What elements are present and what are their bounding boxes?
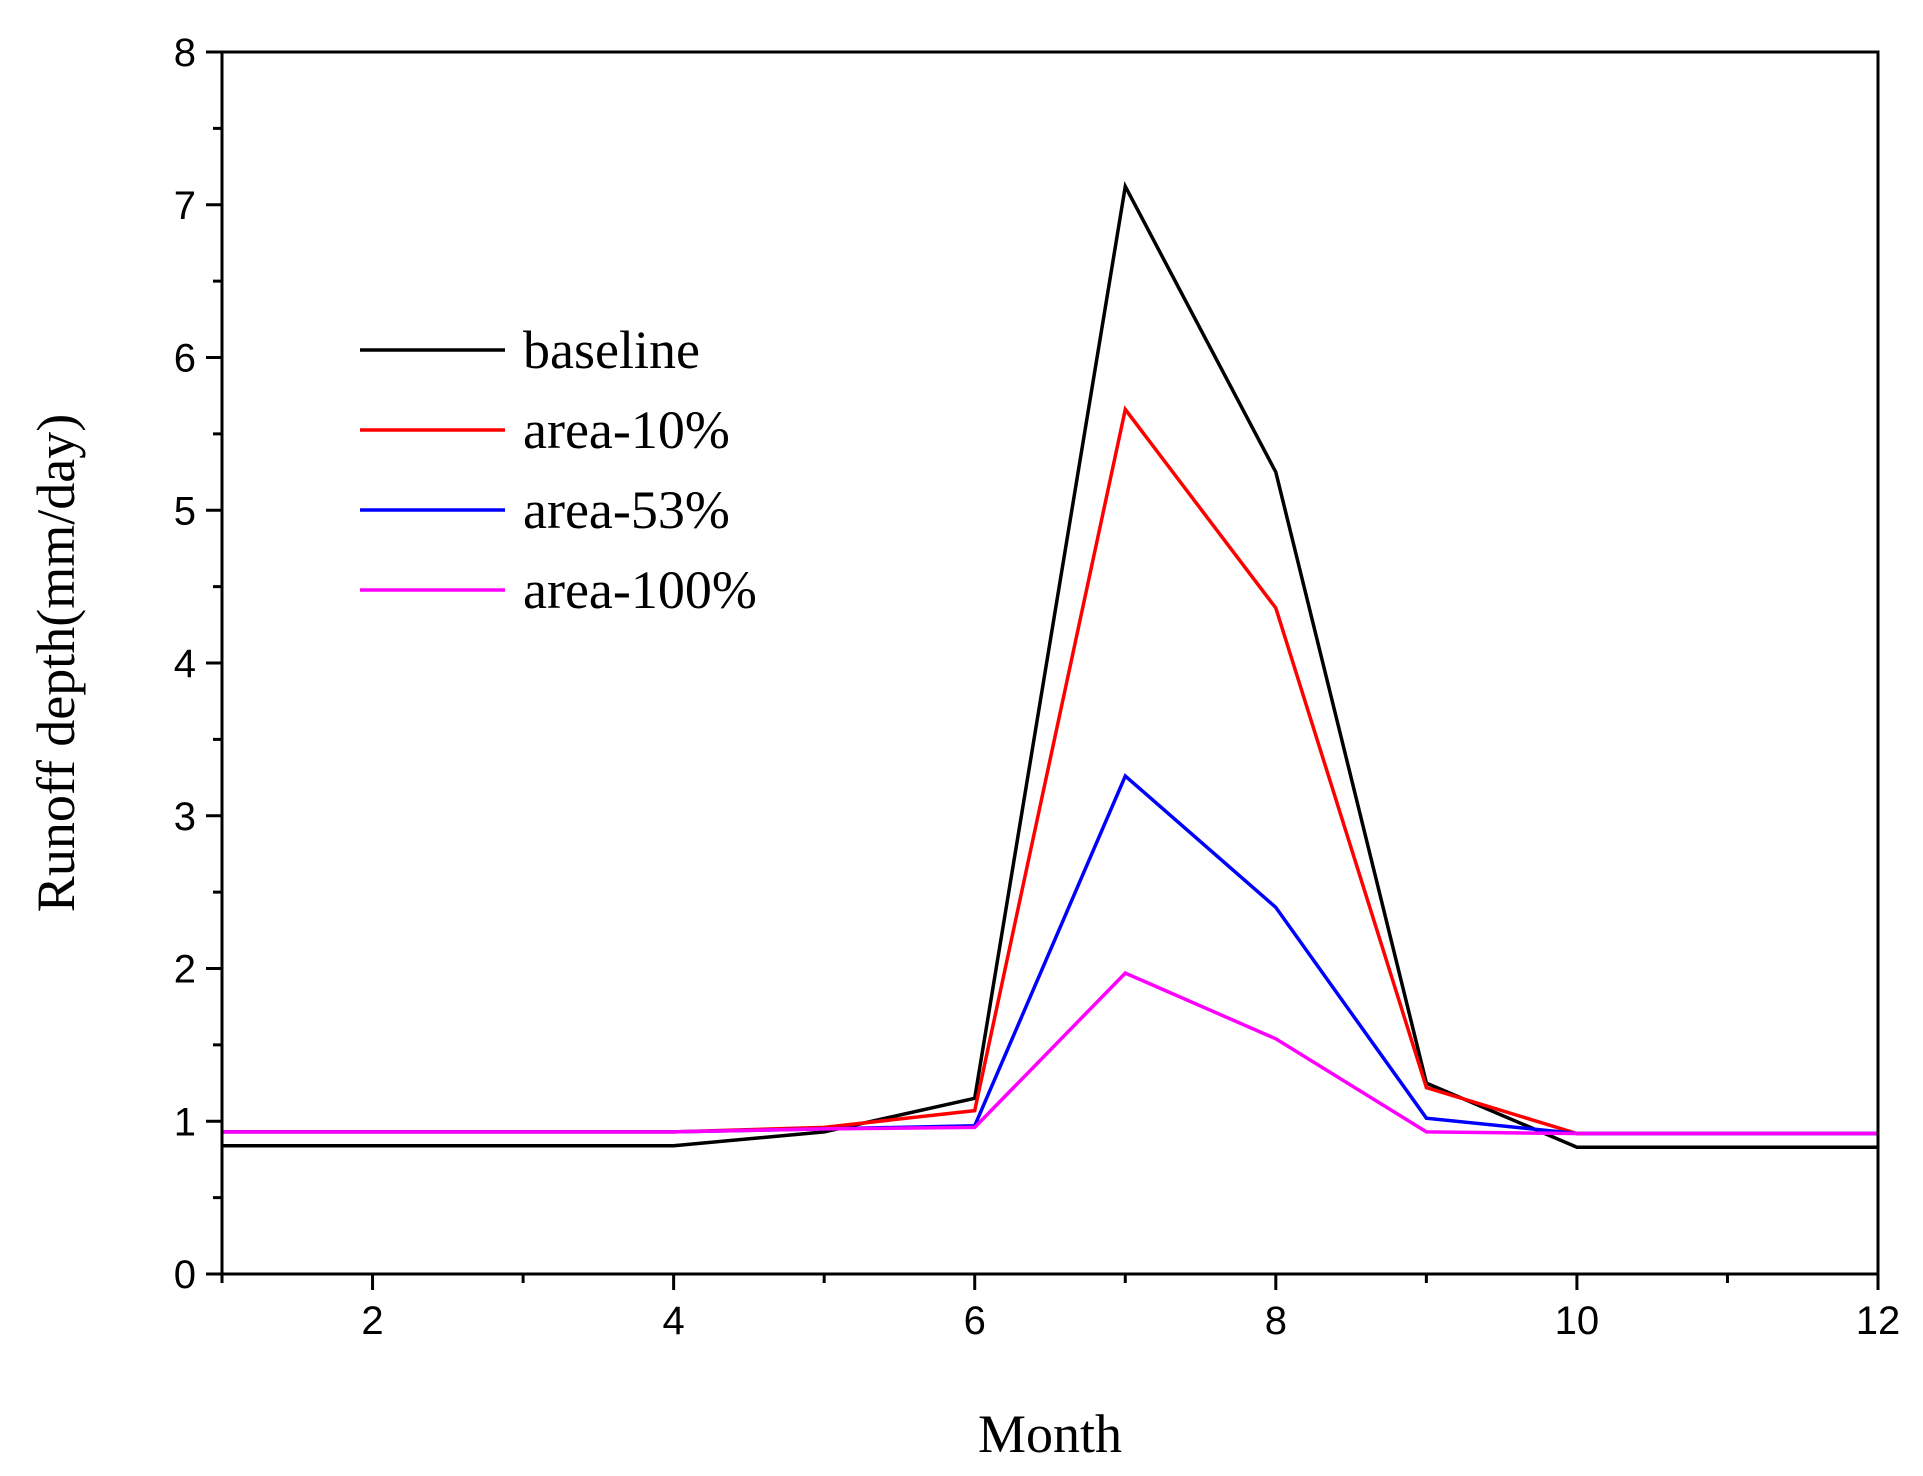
- y-tick-label: 4: [174, 642, 196, 686]
- y-axis-title: Runoff depth(mm/day): [26, 414, 86, 912]
- y-tick-label: 1: [174, 1100, 196, 1144]
- y-tick-label: 5: [174, 489, 196, 533]
- y-tick-label: 2: [174, 948, 196, 992]
- x-tick-label: 8: [1265, 1299, 1287, 1343]
- plot-frame: [220, 50, 1880, 1276]
- series-line-baseline: [222, 180, 1878, 1149]
- legend-label: area-53%: [523, 480, 730, 540]
- series-line-area-100-: [222, 971, 1878, 1136]
- y-tick-label: 8: [174, 31, 196, 75]
- legend-label: area-10%: [523, 400, 730, 460]
- y-tick-label: 6: [174, 337, 196, 381]
- y-tick-label: 7: [174, 184, 196, 228]
- x-tick-label: 10: [1555, 1299, 1600, 1343]
- legend-label: area-100%: [523, 560, 757, 620]
- legend: baseline area-10% area-53% area-100%: [360, 320, 757, 620]
- x-tick-label: 12: [1856, 1299, 1901, 1343]
- data-series: [222, 180, 1878, 1149]
- x-tick-label: 6: [964, 1299, 986, 1343]
- x-axis-title: Month: [978, 1404, 1122, 1464]
- x-tick-label: 4: [663, 1299, 685, 1343]
- y-tick-label: 0: [174, 1253, 196, 1297]
- x-tick-label: 2: [361, 1299, 383, 1343]
- legend-label: baseline: [523, 320, 700, 380]
- y-tick-label: 3: [174, 795, 196, 839]
